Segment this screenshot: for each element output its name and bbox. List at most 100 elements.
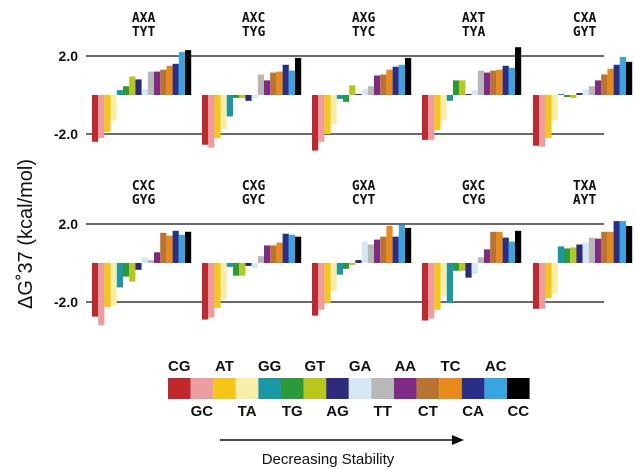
bar-tc [496, 231, 503, 263]
bar-gc [208, 263, 215, 318]
bar-cc [295, 236, 302, 264]
bar-ag [355, 260, 362, 263]
bar-gc [98, 95, 105, 138]
bar-tg [233, 95, 240, 98]
panel-title-line1: CXC [132, 179, 155, 194]
bar-ca [282, 233, 289, 263]
bar-aa [484, 72, 491, 95]
legend-label-bottom: CC [507, 403, 529, 420]
bar-ta [440, 263, 447, 297]
y-axis-label: ΔG˚37 (kcal/mol) [15, 159, 37, 309]
legend-label-bottom: CA [462, 403, 484, 420]
legend-label-top: AT [215, 358, 234, 375]
bar-ta [440, 95, 447, 121]
bar-ga [471, 90, 478, 96]
bar-cg [202, 95, 209, 145]
bar-tt [257, 74, 264, 96]
legend-label-bottom: TT [374, 403, 392, 420]
bar-cc [626, 61, 633, 95]
legend-label-bottom: CT [418, 403, 438, 420]
bar-at [434, 95, 441, 131]
bar-ta [330, 95, 337, 125]
bar-at [434, 263, 441, 310]
bar-gc [318, 95, 325, 142]
panel-title-line1: AXT [462, 11, 486, 26]
panel-title-line1: AXC [242, 11, 265, 26]
bar-aa [264, 80, 271, 96]
bar-gg [557, 94, 564, 96]
bar-tt [257, 256, 264, 263]
bar-ac [398, 224, 405, 263]
bar-ag [576, 244, 583, 263]
bar-gc [98, 263, 105, 326]
bar-ag [135, 263, 142, 270]
bar-ct [601, 231, 608, 263]
bar-gt [570, 247, 577, 263]
bar-ac [178, 52, 185, 95]
bar-tc [607, 231, 614, 263]
legend-label-bottom: GC [191, 403, 214, 420]
bar-ag [465, 94, 472, 96]
color-legend: CG AT GG GT GA AA TC AC GC TA TG AG TT CT CA CC [168, 358, 530, 420]
panel-title-line1: GXA [352, 179, 376, 194]
panel-title-line2: TYT [132, 25, 156, 40]
bar-tc [166, 235, 173, 263]
bar-tg [564, 95, 571, 97]
bar-ga [141, 89, 148, 95]
bar-tg [453, 263, 460, 271]
bar-ta [110, 263, 117, 306]
bar-gc [318, 263, 325, 310]
bar-ca [392, 66, 399, 95]
legend-swatch-gt [303, 378, 327, 399]
bar-cg [533, 263, 540, 309]
legend-label-top: AA [394, 358, 416, 375]
bar-tt [367, 86, 374, 95]
bar-ct [490, 70, 497, 96]
bar-ag [576, 93, 583, 95]
legend-swatch-cg [168, 378, 191, 399]
bar-gc [428, 263, 435, 319]
bar-gc [539, 263, 546, 309]
bar-ga [582, 89, 589, 95]
legend-swatch-tt [371, 378, 394, 399]
bar-gt [349, 263, 356, 265]
bar-aa [264, 245, 271, 263]
legend-label-top: GA [349, 358, 372, 375]
bar-at [104, 263, 111, 307]
legend-swatch-at [213, 378, 236, 399]
bar-at [324, 263, 331, 303]
bar-gt [129, 76, 136, 95]
bar-ct [160, 232, 167, 264]
bar-aa [154, 71, 161, 95]
bar-tg [564, 248, 571, 264]
bar-ac [288, 70, 295, 96]
bar-ca [392, 236, 399, 264]
legend-swatch-ta [235, 378, 259, 399]
bar-cc [405, 57, 412, 95]
bar-gg [116, 90, 123, 96]
bar-cg [92, 95, 99, 142]
panel-title-line2: TYA [462, 25, 486, 40]
bar-gc [208, 95, 215, 148]
bar-ct [270, 245, 277, 263]
y-tick-label: 2.0 [59, 216, 79, 232]
bar-ga [361, 89, 368, 95]
bar-cg [312, 95, 319, 151]
legend-swatch-ac [484, 378, 507, 399]
bar-ga [361, 241, 368, 263]
bar-ac [398, 64, 405, 96]
bar-cg [422, 263, 429, 321]
bar-aa [374, 239, 381, 263]
bar-cc [626, 225, 633, 263]
bar-ac [508, 67, 515, 95]
bar-gg [336, 263, 343, 275]
panel-title-line2: GYT [573, 25, 597, 40]
arrow-caption: Decreasing Stability [262, 451, 395, 468]
bar-tc [386, 225, 393, 263]
